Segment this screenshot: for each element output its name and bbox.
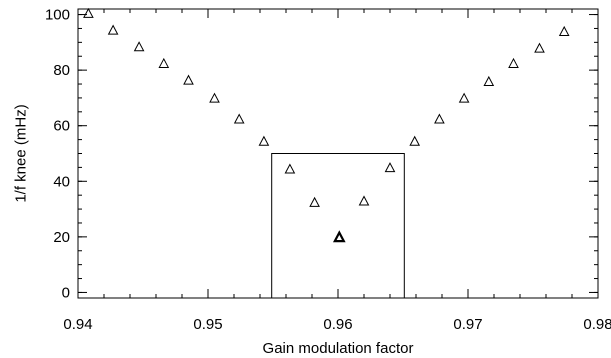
data-point	[284, 163, 296, 174]
data-point	[534, 42, 545, 53]
x-tick-label: 0.96	[323, 316, 352, 333]
data-point	[233, 113, 245, 124]
y-tick-label: 0	[62, 284, 70, 301]
data-point	[309, 196, 320, 207]
x-tick-label: 0.94	[63, 316, 92, 333]
data-point	[409, 135, 421, 146]
data-point	[508, 57, 519, 68]
y-axis-title: 1/f knee (mHz)	[12, 104, 29, 202]
y-tick-label: 100	[45, 7, 70, 24]
y-tick-label: 80	[53, 62, 70, 79]
data-point	[258, 135, 270, 146]
data-point	[133, 41, 145, 52]
y-tick-label: 40	[53, 173, 70, 190]
x-axis-ticks: 0.94 0.95 0.96 0.97 0.98	[63, 9, 611, 333]
marks-layer	[83, 7, 570, 243]
data-point	[158, 57, 170, 68]
data-point	[183, 74, 194, 85]
data-point	[483, 75, 495, 86]
data-point	[107, 24, 119, 35]
y-tick-label: 60	[53, 118, 70, 135]
data-point	[209, 92, 220, 103]
x-axis-title: Gain modulation factor	[263, 340, 414, 357]
data-point	[384, 162, 396, 173]
y-axis-ticks: 0 20 40 60 80 100	[45, 7, 598, 301]
data-point	[83, 7, 94, 18]
data-point	[358, 195, 370, 206]
zoom-box-annotation	[271, 153, 405, 299]
data-point	[558, 25, 570, 36]
annotation-layer	[271, 153, 405, 299]
x-tick-label: 0.97	[453, 316, 482, 333]
data-point	[434, 113, 445, 124]
y-tick-label: 20	[53, 229, 70, 246]
x-tick-label: 0.98	[583, 316, 611, 333]
x-tick-label: 0.95	[193, 316, 222, 333]
data-point-minimum	[332, 230, 346, 243]
data-point	[458, 92, 470, 103]
